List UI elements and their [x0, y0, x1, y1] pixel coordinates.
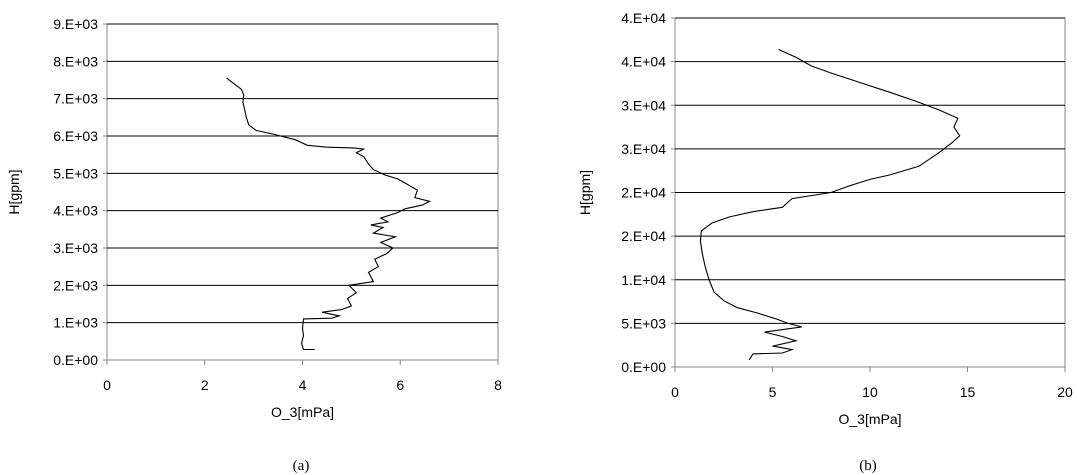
- y-tick-label: 5.E+03: [53, 165, 98, 181]
- chart-a-x-ticks: 0 2 4 6 8: [103, 360, 502, 393]
- y-tick-label: 4.E+04: [621, 10, 666, 26]
- chart-b-y-axis-label: H[gpm]: [577, 170, 593, 215]
- chart-a-series-line: [226, 77, 432, 351]
- y-tick-label: 9.E+03: [53, 16, 98, 32]
- chart-b-series-line: [699, 48, 961, 361]
- chart-a: 0.E+00 1.E+03 2.E+03 3.E+03 4.E+03 5.E+03 6.E+…: [6, 16, 502, 474]
- x-tick-label: 4: [299, 377, 307, 393]
- chart-b-caption: (b): [859, 458, 877, 474]
- x-tick-label: 8: [494, 377, 502, 393]
- y-tick-label: 3.E+04: [621, 97, 666, 113]
- y-tick-label: 4.E+04: [621, 54, 666, 70]
- chart-b: 0.E+00 5.E+03 1.E+04 2.E+04 2.E+04 3.E+04 3.E+…: [577, 10, 1073, 474]
- x-tick-label: 10: [862, 384, 878, 400]
- y-tick-label: 6.E+03: [53, 128, 98, 144]
- y-tick-label: 2.E+04: [621, 185, 666, 201]
- y-tick-label: 3.E+03: [53, 240, 98, 256]
- y-tick-label: 3.E+04: [621, 141, 666, 157]
- x-tick-label: 6: [396, 377, 404, 393]
- chart-b-y-ticks: 0.E+00 5.E+03 1.E+04 2.E+04 2.E+04 3.E+04 3.E+…: [621, 10, 675, 375]
- chart-a-y-ticks: 0.E+00 1.E+03 2.E+03 3.E+03 4.E+03 5.E+03 6.E+…: [53, 16, 107, 368]
- x-tick-label: 0: [671, 384, 679, 400]
- chart-a-caption: (a): [293, 458, 310, 474]
- y-tick-label: 5.E+03: [621, 315, 666, 331]
- y-tick-label: 4.E+03: [53, 203, 98, 219]
- y-tick-label: 2.E+03: [53, 277, 98, 293]
- chart-b-gridlines: [675, 17, 1065, 368]
- chart-b-x-axis-label: O_3[mPa]: [838, 411, 901, 427]
- chart-a-y-axis-label: H[gpm]: [6, 169, 22, 214]
- x-tick-label: 5: [769, 384, 777, 400]
- chart-b-x-ticks: 0 5 10 15 20: [671, 367, 1073, 400]
- chart-a-gridlines: [107, 23, 498, 361]
- y-tick-label: 8.E+03: [53, 53, 98, 69]
- chart-a-plot-area: [106, 23, 499, 361]
- y-tick-label: 0.E+00: [621, 359, 666, 375]
- chart-a-x-axis-label: O_3[mPa]: [271, 404, 334, 420]
- x-tick-label: 20: [1057, 384, 1073, 400]
- x-tick-label: 2: [201, 377, 209, 393]
- y-tick-label: 1.E+04: [621, 272, 666, 288]
- y-tick-label: 0.E+00: [53, 352, 98, 368]
- x-tick-label: 0: [103, 377, 111, 393]
- x-tick-label: 15: [960, 384, 976, 400]
- y-tick-label: 7.E+03: [53, 91, 98, 107]
- y-tick-label: 1.E+03: [53, 315, 98, 331]
- y-tick-label: 2.E+04: [621, 228, 666, 244]
